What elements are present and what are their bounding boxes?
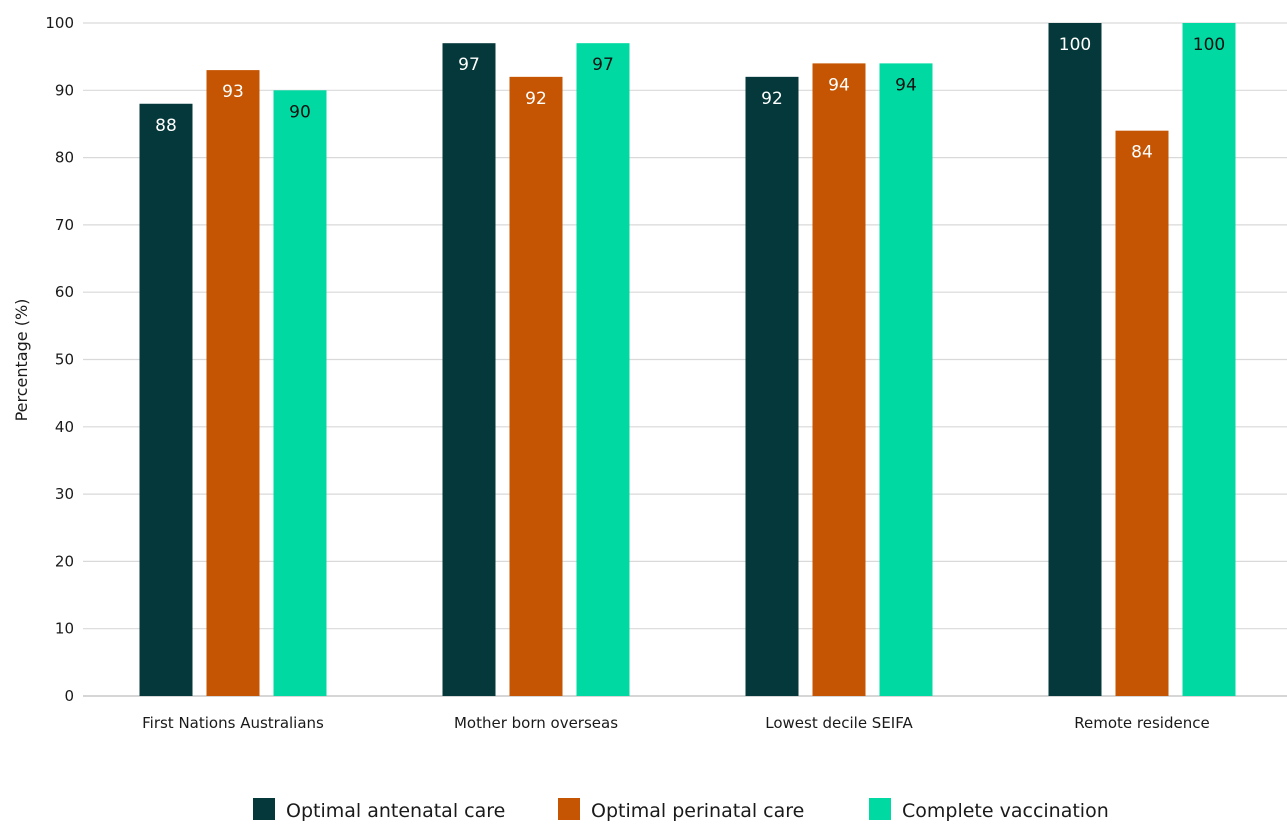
legend-label: Optimal perinatal care [591,800,804,822]
data-label: 94 [828,75,850,95]
legend-swatch [558,798,580,820]
x-tick-label: First Nations Australians [142,714,324,732]
bar [745,76,799,697]
x-tick-label: Mother born overseas [454,714,618,732]
legend-swatch [253,798,275,820]
y-tick-label: 20 [55,552,74,570]
bar [1182,23,1236,696]
bar [273,90,327,697]
y-tick-label: 70 [55,216,74,234]
data-label: 88 [155,116,177,136]
y-tick-label: 30 [55,485,74,503]
bar [206,70,260,697]
data-label: 84 [1131,143,1153,163]
bar [442,43,496,696]
data-label: 100 [1059,35,1091,55]
bar [1115,130,1169,696]
legend-swatch [869,798,891,820]
bar [576,43,630,696]
y-tick-label: 60 [55,283,74,301]
y-axis-title: Percentage (%) [12,299,31,422]
data-label: 92 [525,89,547,109]
legend-label: Optimal antenatal care [286,800,505,822]
data-label: 100 [1193,35,1225,55]
data-label: 93 [222,82,244,102]
bar [139,103,193,696]
data-label: 97 [592,55,614,75]
bar [812,63,866,696]
y-tick-label: 0 [64,687,74,705]
y-tick-label: 10 [55,620,74,638]
y-tick-label: 90 [55,81,74,99]
bar [879,63,933,696]
data-label: 94 [895,75,917,95]
data-label: 97 [458,55,480,75]
x-tick-label: Remote residence [1074,714,1209,732]
y-tick-label: 40 [55,418,74,436]
bar [1048,23,1102,696]
y-tick-label: 50 [55,351,74,369]
legend-label: Complete vaccination [902,800,1109,822]
y-tick-label: 100 [45,14,74,32]
x-tick-label: Lowest decile SEIFA [765,714,913,732]
bar [509,76,563,697]
data-label: 92 [761,89,783,109]
data-label: 90 [289,102,311,122]
y-tick-label: 80 [55,149,74,167]
